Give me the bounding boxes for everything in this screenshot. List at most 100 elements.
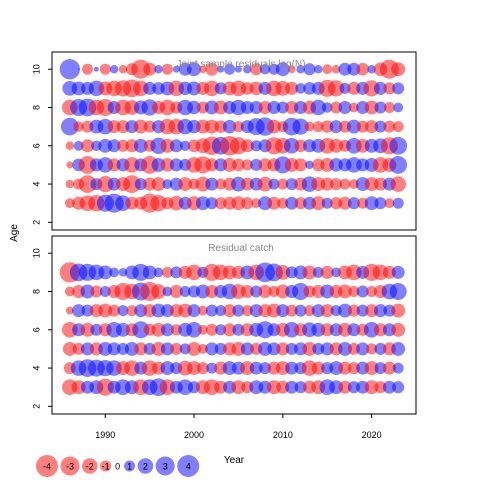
- residual-bubble: [320, 177, 334, 191]
- residual-bubble: [66, 161, 74, 169]
- legend-label: 1: [127, 462, 132, 472]
- residual-bubble: [81, 304, 94, 317]
- residual-bubble: [268, 178, 280, 190]
- residual-bubble: [82, 63, 93, 75]
- residual-bubble: [348, 102, 359, 113]
- residual-bubble: [392, 121, 404, 133]
- residual-bubble: [338, 303, 352, 318]
- residual-bubble: [151, 284, 166, 299]
- residual-bubble: [338, 361, 352, 375]
- residual-bubble: [143, 62, 157, 76]
- residual-bubble: [366, 343, 378, 355]
- residual-bubble: [205, 342, 219, 356]
- residual-bubble: [80, 342, 95, 356]
- residual-bubble: [223, 323, 237, 337]
- residual-bubble: [391, 303, 406, 318]
- residual-bubble: [347, 323, 361, 337]
- residual-bubble: [312, 121, 324, 133]
- residual-bubble: [367, 64, 376, 74]
- residual-bubble: [240, 139, 254, 153]
- residual-bubble: [90, 285, 103, 298]
- legend-bubble: [60, 456, 80, 476]
- residual-bubble: [392, 362, 404, 374]
- residual-bubble: [320, 120, 334, 133]
- residual-bubble: [169, 139, 183, 153]
- y-tick-label: 10: [31, 248, 41, 258]
- residual-bubble: [205, 304, 218, 317]
- residual-bubble: [169, 284, 183, 299]
- residual-bubble: [177, 379, 193, 395]
- residual-bubble: [98, 265, 113, 280]
- residual-bubble: [374, 197, 387, 210]
- residual-bubble: [330, 197, 343, 210]
- residual-bubble: [275, 265, 291, 280]
- residual-bubble: [347, 362, 360, 375]
- residual-bubble: [214, 342, 227, 355]
- residual-bubble: [60, 117, 79, 136]
- residual-bubble: [133, 119, 148, 134]
- residual-bubble: [153, 267, 164, 278]
- residual-bubble: [250, 140, 262, 152]
- residual-bubble: [294, 197, 307, 210]
- residual-bubble: [65, 306, 74, 315]
- bubbles-joint-sample: [59, 59, 408, 213]
- residual-bubble: [109, 64, 119, 74]
- residual-bubble: [366, 286, 378, 297]
- residual-bubble: [285, 304, 298, 317]
- residual-bubble: [99, 286, 111, 297]
- residual-bubble: [382, 361, 396, 375]
- residual-bubble: [267, 100, 281, 115]
- residual-bubble: [389, 282, 407, 301]
- residual-bubble: [275, 62, 290, 77]
- residual-bubble: [161, 266, 173, 278]
- y-tick-label: 8: [31, 289, 41, 294]
- residual-bubble: [93, 66, 99, 72]
- residual-bubble: [78, 175, 97, 193]
- residual-bubble: [240, 284, 254, 299]
- residual-bubble: [73, 121, 84, 132]
- panel-title: Joint sample residuals log(N): [177, 59, 306, 70]
- residual-bubble: [392, 82, 405, 95]
- residual-bubble: [160, 323, 174, 337]
- residual-bubble: [330, 101, 343, 114]
- panel-frame: [51, 51, 417, 231]
- residual-bubble: [107, 120, 121, 134]
- residual-bubble: [215, 324, 227, 336]
- residual-bubble: [205, 158, 219, 172]
- residual-bubble: [287, 65, 296, 74]
- residual-bubble: [161, 63, 173, 75]
- residual-bubble: [302, 265, 317, 280]
- residual-bubble: [277, 178, 289, 190]
- y-tick-label: 10: [31, 64, 41, 74]
- legend-bubble: [155, 456, 175, 476]
- residual-bubble: [294, 381, 307, 394]
- residual-bubble: [356, 342, 370, 356]
- legend-label: -2: [86, 462, 94, 472]
- residual-bubble: [232, 323, 245, 336]
- residual-bubble: [285, 178, 298, 191]
- residual-bubble: [321, 102, 333, 113]
- residual-bubble: [65, 179, 75, 189]
- panel-frame: [51, 235, 417, 415]
- residual-bubble: [296, 64, 305, 74]
- residual-bubble: [391, 322, 406, 337]
- residual-bubble: [258, 158, 272, 172]
- residual-bubble: [338, 341, 352, 356]
- residual-bubble: [108, 304, 121, 317]
- residual-bubble: [80, 139, 95, 153]
- residual-bubble: [295, 83, 306, 94]
- residual-bubble: [258, 100, 272, 115]
- residual-bubble: [373, 81, 388, 95]
- residual-bubble: [364, 100, 379, 115]
- residual-bubble: [250, 158, 263, 171]
- residual-bubble: [311, 196, 326, 211]
- residual-bubble: [159, 99, 176, 116]
- residual-bubble: [77, 68, 80, 71]
- residual-bubble: [172, 65, 180, 73]
- residual-bubble: [240, 177, 254, 191]
- residual-bubble: [197, 324, 208, 335]
- legend-label: 0: [115, 462, 120, 472]
- y-tick-label: 2: [31, 404, 41, 409]
- panel-residual-catch: Residual catch 2 4 6 8 10: [31, 235, 417, 415]
